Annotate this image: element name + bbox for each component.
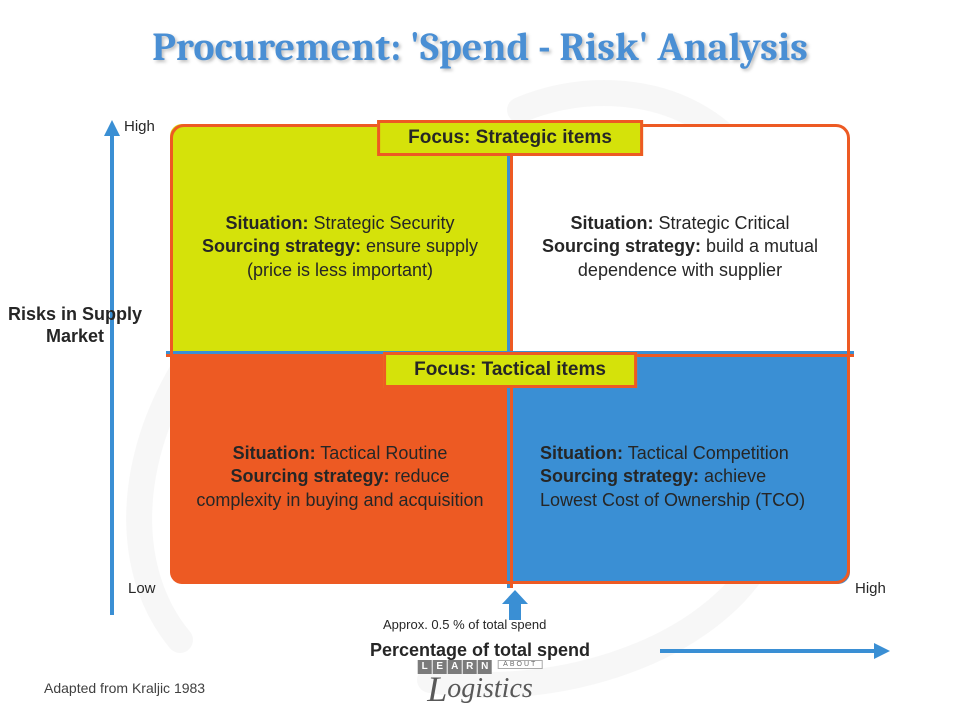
quadrant-tactical-routine: Situation: Tactical Routine Sourcing str…: [170, 354, 510, 584]
y-axis-low: Low: [128, 580, 156, 597]
y-axis-high: High: [124, 118, 155, 135]
situation-value: Strategic Security: [313, 213, 454, 233]
quadrant-strategic-security: Situation: Strategic Security Sourcing s…: [170, 124, 510, 354]
y-axis-label: Risks in Supply Market: [0, 304, 150, 347]
focus-tactical-badge: Focus: Tactical items: [383, 352, 637, 388]
kraljic-matrix: Situation: Strategic Security Sourcing s…: [170, 124, 850, 584]
approx-spend-note: Approx. 0.5 % of total spend: [383, 617, 546, 632]
strategy-label: Sourcing strategy:: [230, 466, 389, 486]
logo-script: Logistics: [418, 668, 543, 710]
situation-label: Situation:: [233, 443, 316, 463]
x-axis-high: High: [855, 580, 886, 597]
quadrant-tactical-competition: Situation: Tactical Competition Sourcing…: [510, 354, 850, 584]
situation-label: Situation:: [570, 213, 653, 233]
strategy-label: Sourcing strategy:: [202, 236, 361, 256]
x-axis-arrow: [660, 641, 890, 661]
situation-label: Situation:: [225, 213, 308, 233]
learn-about-logistics-logo: L E A R N ABOUT Logistics: [418, 656, 543, 710]
situation-value: Tactical Competition: [628, 443, 789, 463]
center-up-arrow-icon: [502, 590, 528, 620]
focus-strategic-badge: Focus: Strategic items: [377, 120, 643, 156]
strategy-label: Sourcing strategy:: [540, 466, 699, 486]
quadrant-strategic-critical: Situation: Strategic Critical Sourcing s…: [510, 124, 850, 354]
page-title: Procurement: 'Spend - Risk' Analysis: [0, 24, 960, 70]
strategy-label: Sourcing strategy:: [542, 236, 701, 256]
situation-label: Situation:: [540, 443, 623, 463]
situation-value: Strategic Critical: [658, 213, 789, 233]
y-axis-arrow: [102, 120, 122, 615]
situation-value: Tactical Routine: [320, 443, 447, 463]
citation-text: Adapted from Kraljic 1983: [44, 680, 205, 696]
